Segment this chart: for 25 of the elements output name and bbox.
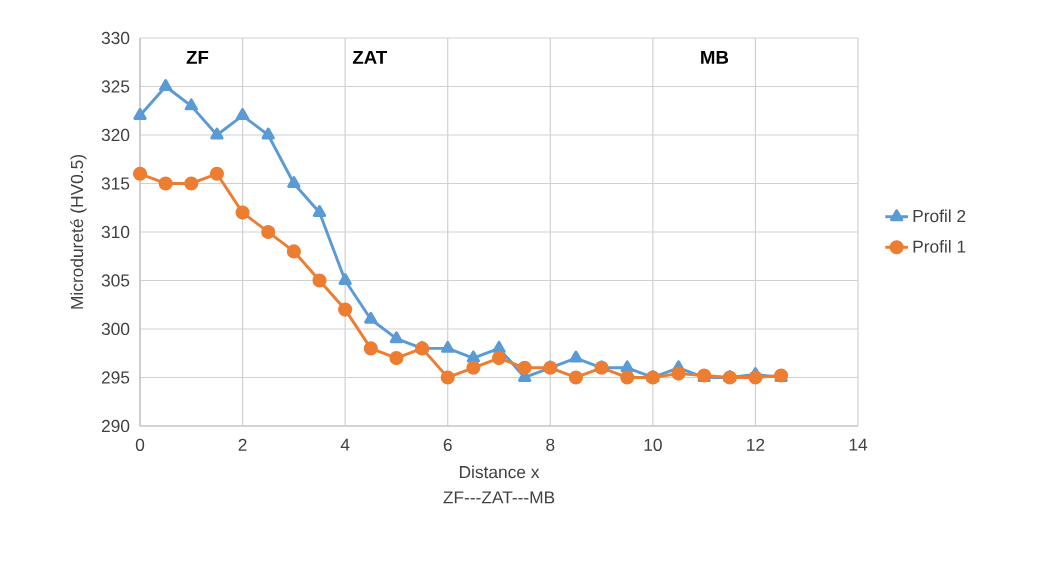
x-axis-title: Distance x: [459, 465, 540, 479]
x-tick-label: 14: [849, 438, 868, 451]
y-tick-label: 315: [101, 177, 130, 190]
x-tick-label: 8: [546, 438, 555, 451]
y-tick-label: 295: [101, 371, 130, 384]
y-tick-label: 310: [101, 225, 130, 239]
x-tick-label: 0: [135, 438, 145, 451]
text: ZF---ZAT---MB: [443, 491, 555, 504]
legend-label: Profil 2: [913, 209, 966, 223]
y-tick-label: 290: [101, 419, 130, 433]
y-tick-label: 305: [101, 274, 130, 287]
x-tick-label: 2: [238, 438, 247, 451]
x-tick-label: 12: [747, 438, 765, 451]
y-tick-label: 320: [101, 128, 130, 142]
y-tick-label: 325: [101, 80, 130, 93]
y-tick-label: 330: [101, 31, 130, 45]
y-tick-label: 300: [101, 322, 130, 336]
x-tick-label: 6: [443, 438, 452, 451]
x-tick-label: 10: [644, 438, 662, 451]
annotation: ZAT: [352, 50, 388, 64]
legend-label: Profil 1: [913, 239, 966, 253]
y-axis-title: Microdureté (HV0.5): [70, 155, 87, 309]
annotation: ZF: [186, 50, 209, 64]
x-tick-label: 4: [340, 438, 350, 451]
annotation: MB: [701, 50, 729, 64]
